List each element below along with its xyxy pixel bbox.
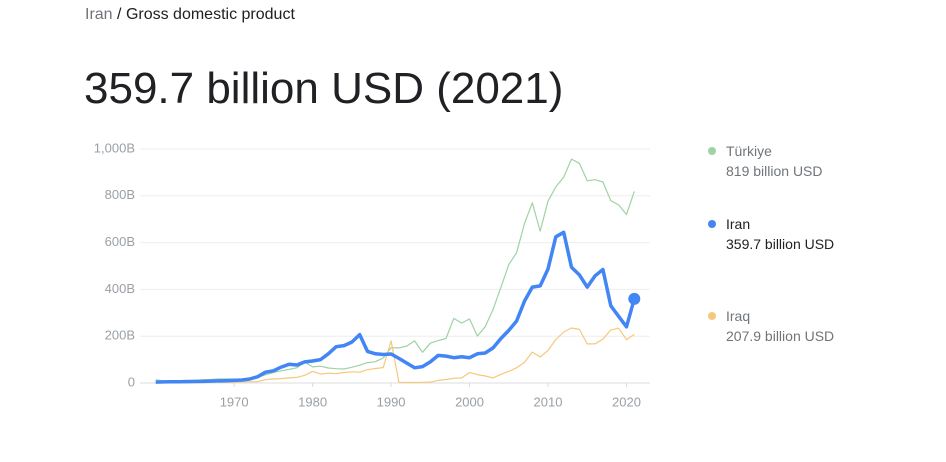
legend-value: 819 billion USD xyxy=(726,163,823,179)
breadcrumb: Iran / Gross domestic product xyxy=(85,6,295,24)
x-tick-label: 1970 xyxy=(220,394,249,409)
x-tick-label: 2010 xyxy=(534,394,563,409)
y-tick-label: 0 xyxy=(128,374,135,389)
breadcrumb-separator: / xyxy=(117,6,122,23)
legend-dot xyxy=(708,220,716,228)
chart-title: 359.7 billion USD (2021) xyxy=(84,64,564,113)
x-tick-label: 1990 xyxy=(377,394,406,409)
legend-value: 359.7 billion USD xyxy=(726,236,835,252)
legend-name: Iran xyxy=(726,216,751,232)
y-tick-label: 1,000B xyxy=(94,140,135,155)
x-tick-label: 2020 xyxy=(612,394,641,409)
end-point xyxy=(628,292,641,305)
legend-item[interactable]: Türkiye 819 billion USD xyxy=(708,141,840,181)
legend-item[interactable]: Iraq 207.9 billion USD xyxy=(708,306,840,346)
x-tick-label: 2000 xyxy=(455,394,484,409)
y-tick-label: 800B xyxy=(105,187,135,202)
y-tick-label: 600B xyxy=(105,234,135,249)
legend-dot xyxy=(708,147,716,155)
legend-dot xyxy=(708,312,716,320)
y-tick-label: 200B xyxy=(105,328,135,343)
series-line xyxy=(155,158,635,382)
breadcrumb-current: Gross domestic product xyxy=(125,6,295,23)
legend-item[interactable]: Iran 359.7 billion USD xyxy=(708,214,840,254)
breadcrumb-parent[interactable]: Iran xyxy=(85,6,113,23)
series-line xyxy=(218,327,635,384)
series-line xyxy=(155,230,636,384)
legend-name: Türkiye xyxy=(726,143,772,159)
legend-value: 207.9 billion USD xyxy=(726,328,835,344)
x-tick-label: 1980 xyxy=(298,394,327,409)
legend-name: Iraq xyxy=(726,308,751,324)
y-tick-label: 400B xyxy=(105,281,135,296)
